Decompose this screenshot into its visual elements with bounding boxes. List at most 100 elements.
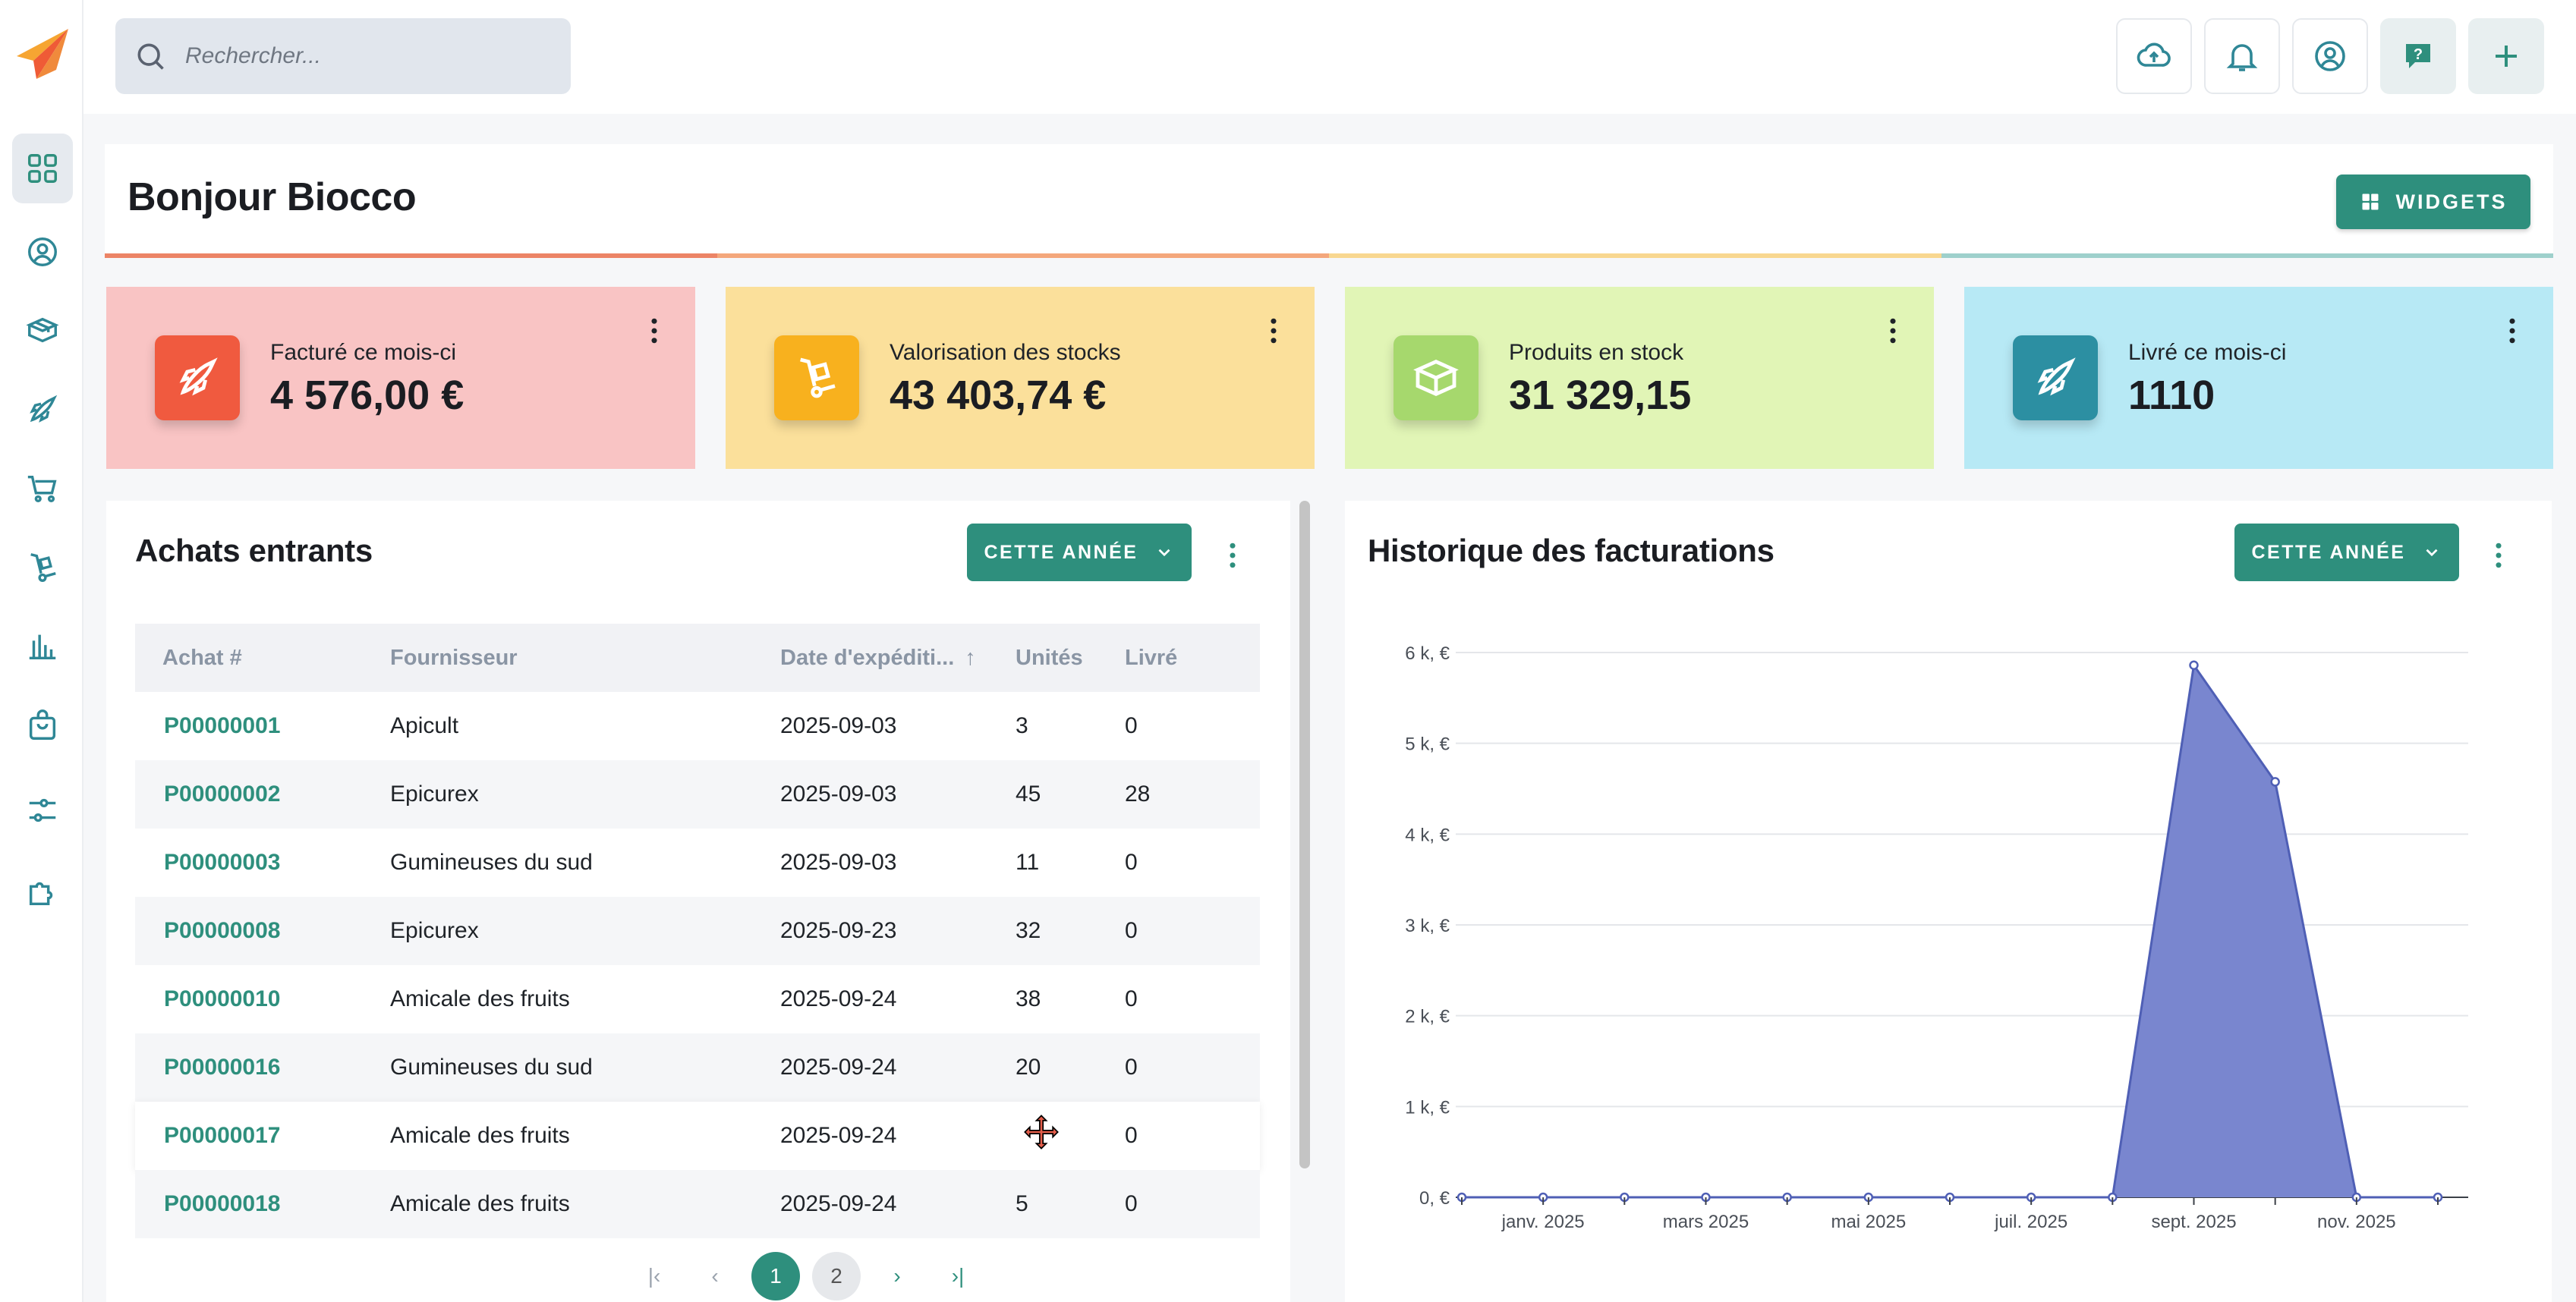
sidebar-item-orders[interactable] <box>12 690 73 760</box>
page-button[interactable]: 2 <box>812 1252 861 1300</box>
prev-page-icon[interactable]: ‹ <box>711 1264 719 1288</box>
greeting-header: Bonjour Biocco WIDGETS <box>105 144 2553 258</box>
stat-menu-button[interactable] <box>1878 308 1908 354</box>
rocket-icon <box>30 395 58 423</box>
notifications-button[interactable] <box>2204 18 2280 94</box>
period-dropdown[interactable]: CETTE ANNÉE <box>967 524 1192 581</box>
supplier-cell: Gumineuses du sud <box>390 1055 593 1080</box>
more-vertical-icon <box>651 318 657 344</box>
purchase-id-link[interactable]: P00000010 <box>164 986 281 1011</box>
sidebar-item-products[interactable] <box>12 296 73 366</box>
table-body: P00000001 Apicult 2025-09-03 3 0 P00000002 Epi… <box>135 692 1260 1238</box>
help-button[interactable]: ? <box>2380 18 2456 94</box>
sidebar-item-integrations[interactable] <box>12 857 73 927</box>
y-tick-label: 0, € <box>1419 1188 1450 1209</box>
chevron-down-icon <box>2426 549 2438 557</box>
column-header[interactable]: Fournisseur <box>390 645 518 670</box>
y-tick-label: 4 k, € <box>1405 825 1450 845</box>
ship-date-cell: 2025-09-03 <box>780 782 897 807</box>
data-point <box>2189 660 2199 671</box>
table-row[interactable]: P00000018 Amicale des fruits 2025-09-24 5 0 <box>135 1170 1260 1238</box>
column-header[interactable]: Livré <box>1125 645 1178 670</box>
x-tick-label: janv. 2025 <box>1501 1212 1585 1232</box>
next-page-icon[interactable]: › <box>893 1264 901 1288</box>
stat-menu-button[interactable] <box>2497 308 2527 354</box>
page-button[interactable]: 1 <box>751 1252 800 1300</box>
supplier-cell: Epicurex <box>390 918 479 943</box>
stat-menu-button[interactable] <box>1258 308 1289 354</box>
units-cell: 20 <box>1016 1055 1041 1080</box>
period-dropdown[interactable]: CETTE ANNÉE <box>2234 524 2459 581</box>
stat-value: 31 329,15 <box>1509 373 1692 418</box>
sync-button[interactable] <box>2116 18 2192 94</box>
app-logo[interactable] <box>14 27 70 80</box>
x-tick-label: mars 2025 <box>1663 1212 1749 1232</box>
panel-menu-button[interactable] <box>2483 534 2514 577</box>
sidebar-item-settings[interactable] <box>12 775 73 845</box>
ship-date-cell: 2025-09-24 <box>780 986 897 1011</box>
area-fill <box>1462 665 2438 1197</box>
table-row[interactable]: P00000016 Gumineuses du sud 2025-09-24 20 0 <box>135 1033 1260 1102</box>
purchases-table: Achat # Fournisseur Date d'expéditi... ↑ … <box>135 624 1260 1238</box>
stat-card-invoiced: Facturé ce mois-ci 4 576,00 € <box>106 287 695 469</box>
stat-icon-box <box>155 335 240 420</box>
delivered-cell: 0 <box>1125 986 1138 1011</box>
rocket-icon <box>179 357 218 396</box>
sidebar <box>0 0 83 1302</box>
purchase-id-link[interactable]: P00000016 <box>164 1055 281 1080</box>
table-row[interactable]: P00000003 Gumineuses du sud 2025-09-03 11 0 <box>135 829 1260 897</box>
y-tick-label: 5 k, € <box>1405 734 1450 755</box>
sliders-icon <box>29 798 56 822</box>
units-cell: 45 <box>1016 782 1041 807</box>
sidebar-item-dashboard[interactable] <box>12 134 73 203</box>
ship-date-cell: 2025-09-03 <box>780 713 897 738</box>
y-tick-label: 6 k, € <box>1405 643 1450 664</box>
box-icon <box>1413 360 1459 396</box>
search-input[interactable]: Rechercher... <box>115 18 571 94</box>
stat-card-stock-value: Valorisation des stocks 43 403,74 € <box>726 287 1315 469</box>
sidebar-item-contacts[interactable] <box>12 217 73 287</box>
sidebar-item-sales[interactable] <box>12 454 73 524</box>
last-page-icon[interactable]: ›| <box>951 1264 965 1288</box>
stat-menu-button[interactable] <box>639 308 669 354</box>
table-header: Achat # Fournisseur Date d'expéditi... ↑ … <box>135 624 1260 692</box>
puzzle-icon <box>29 882 53 906</box>
panel-menu-button[interactable] <box>1217 534 1248 577</box>
units-cell: 38 <box>1016 986 1041 1011</box>
panel-scrollbar[interactable] <box>1299 501 1310 1168</box>
purchase-id-link[interactable]: P00000017 <box>164 1123 281 1148</box>
sidebar-item-deliveries[interactable] <box>12 375 73 445</box>
stat-icon-box <box>774 335 859 420</box>
stat-icon-box <box>2013 335 2098 420</box>
search-icon <box>137 43 164 70</box>
search-placeholder: Rechercher... <box>185 43 321 68</box>
stat-value: 43 403,74 € <box>890 373 1107 418</box>
supplier-cell: Apicult <box>390 713 459 738</box>
supplier-cell: Gumineuses du sud <box>390 850 593 875</box>
sidebar-item-purchases[interactable] <box>12 533 73 602</box>
purchase-id-link[interactable]: P00000003 <box>164 850 281 875</box>
column-header-sorted[interactable]: Date d'expéditi... ↑ <box>780 646 1016 671</box>
stat-label: Valorisation des stocks <box>890 340 1121 365</box>
purchase-id-link[interactable]: P00000002 <box>164 782 281 807</box>
column-header[interactable]: Unités <box>1016 645 1083 670</box>
table-row[interactable]: P00000002 Epicurex 2025-09-03 45 28 <box>135 760 1260 829</box>
purchase-id-link[interactable]: P00000018 <box>164 1191 281 1216</box>
first-page-icon[interactable]: |‹ <box>647 1264 661 1288</box>
purchase-id-link[interactable]: P00000001 <box>164 713 281 738</box>
supplier-cell: Amicale des fruits <box>390 986 570 1011</box>
account-button[interactable] <box>2292 18 2368 94</box>
sidebar-item-reports[interactable] <box>12 612 73 681</box>
column-header[interactable]: Achat # <box>162 645 242 670</box>
user-circle-icon <box>28 237 57 266</box>
purchase-id-link[interactable]: P00000008 <box>164 918 281 943</box>
table-row[interactable]: P00000008 Epicurex 2025-09-23 32 0 <box>135 897 1260 965</box>
table-row[interactable]: P00000001 Apicult 2025-09-03 3 0 <box>135 692 1260 760</box>
table-row[interactable]: P00000017 Amicale des fruits 2025-09-24 0 <box>135 1102 1260 1170</box>
widgets-button[interactable]: WIDGETS <box>2336 175 2530 229</box>
delivered-cell: 0 <box>1125 713 1138 738</box>
widgets-label: WIDGETS <box>2395 190 2508 213</box>
table-row[interactable]: P00000010 Amicale des fruits 2025-09-24 38 0 <box>135 965 1260 1033</box>
add-button[interactable] <box>2468 18 2544 94</box>
stat-value: 1110 <box>2128 373 2215 418</box>
